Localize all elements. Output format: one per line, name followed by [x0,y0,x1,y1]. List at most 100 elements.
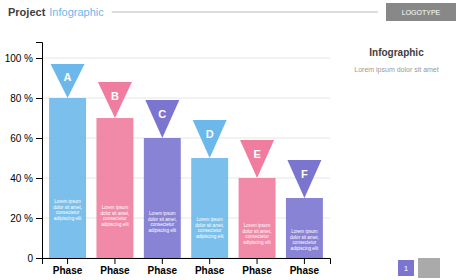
tick-label: Phase [242,265,272,276]
tick-label: 60 % [10,133,33,144]
tick: Phase [100,258,130,276]
body-text-line: consectetur [103,216,127,221]
mark-texts: ABCDEFLorem ipsumdolor sit amet,consecte… [53,71,319,251]
body-text-line: dolor sit amet, [101,211,130,216]
body-text-line: adipiscing elit [101,222,129,227]
tick-label: Phase [148,265,178,276]
title: Infographic [49,6,104,18]
body-text: Lorem ipsumdolor sit amet,consecteturadi… [101,205,130,227]
tick: 80 % [10,93,42,104]
bar-label: A [64,71,72,83]
page-box [398,260,414,276]
body-text-line: consectetur [198,228,222,233]
tick-mark [36,178,42,179]
tick: 100 % [5,53,42,64]
tick-label: Phase [290,265,320,276]
bar-label: B [111,90,119,102]
body-text-line: dolor sit amet, [243,229,272,234]
bar [191,158,228,258]
tick-mark [67,258,68,264]
body-text-line: Lorem ipsum [149,211,176,216]
body-text-line: consectetur [293,240,317,245]
tick-label: 100 % [5,53,33,64]
tick-mark [162,258,163,264]
tick-mark [257,258,258,264]
body-text-line: Lorem ipsum [196,217,223,222]
body-text-line: Lorem ipsum [291,229,318,234]
body-text-line: consectetur [56,210,80,215]
tick-mark [304,258,305,264]
triangle [98,82,132,118]
bar-label: D [206,128,214,140]
bar [144,138,181,258]
axis-line [36,43,43,259]
y-axis: 0 20 % 40 % 60 % 80 % 100 % [5,43,43,264]
title: Project [8,6,46,18]
marks [49,64,323,258]
tick-label: 40 % [10,173,33,184]
x-axis: Phase Phase Phase Phase Phase Phase [43,258,331,276]
bar [96,118,133,258]
body-text-line: Lorem ipsum [102,205,129,210]
body-text-line: adipiscing elit [54,216,82,221]
body-text: Lorem ipsumdolor sit amet,consecteturadi… [53,199,82,221]
tick: Phase [290,258,320,276]
bar [49,98,86,258]
grid-line [42,58,330,59]
side-subtitle: Lorem ipsum dolor sit amet [354,66,438,74]
triangle [51,64,85,98]
body-text-line: dolor sit amet, [195,223,224,228]
tick-label: 0 [27,253,33,264]
tick-mark [209,258,210,264]
body-text: Lorem ipsumdolor sit amet,consecteturadi… [148,211,177,233]
triangle [287,160,321,198]
body-text: Lorem ipsumdolor sit amet,consecteturadi… [243,223,272,245]
tick-label: 20 % [10,213,33,224]
chart-svg: 020 %40 %60 %80 %100 %PhasePhasePhasePha… [0,0,463,280]
tick: 20 % [10,213,42,224]
tick-label: Phase [195,265,225,276]
separator [112,12,378,13]
tick-mark [36,218,42,219]
logotype: LOGOTYPE [402,9,441,16]
tick: 40 % [10,173,42,184]
triangle [145,100,179,138]
tick-mark [36,258,42,259]
triangle [240,140,274,178]
tick: Phase [148,258,178,276]
tick-mark [36,138,42,139]
triangle [193,120,227,158]
bar [239,178,276,258]
body-text-line: adipiscing elit [291,246,319,251]
bar-label: C [158,108,166,120]
body-text-line: dolor sit amet, [53,205,82,210]
bar-label: F [301,168,308,180]
body-text-line: Lorem ipsum [244,223,271,228]
tick: Phase [195,258,225,276]
body-text-line: consectetur [245,234,269,239]
grid [42,58,330,258]
page-box [418,258,440,278]
plot: 020 %40 %60 %80 %100 %PhasePhasePhasePha… [5,43,331,277]
tick-label: Phase [53,265,83,276]
body-text-line: adipiscing elit [196,234,224,239]
bar [286,198,323,258]
tick-label: Phase [100,265,130,276]
logo-box [386,3,456,21]
body-text-line: adipiscing elit [149,228,177,233]
tick-mark [114,258,115,264]
body-text-line: dolor sit amet, [290,235,319,240]
body-text-line: dolor sit amet, [148,217,177,222]
tick: Phase [53,258,83,276]
side-title: Infographic [369,47,424,58]
axis-line [43,259,331,265]
body-text-line: adipiscing elit [243,240,271,245]
page-number: 1 [404,264,409,273]
tick: 0 [27,253,42,264]
body-text: Lorem ipsumdolor sit amet,consecteturadi… [195,217,224,239]
tick-mark [36,98,42,99]
bar-label: E [253,148,260,160]
tick-mark [36,58,42,59]
tick-label: 80 % [10,93,33,104]
body-text-line: consectetur [150,222,174,227]
